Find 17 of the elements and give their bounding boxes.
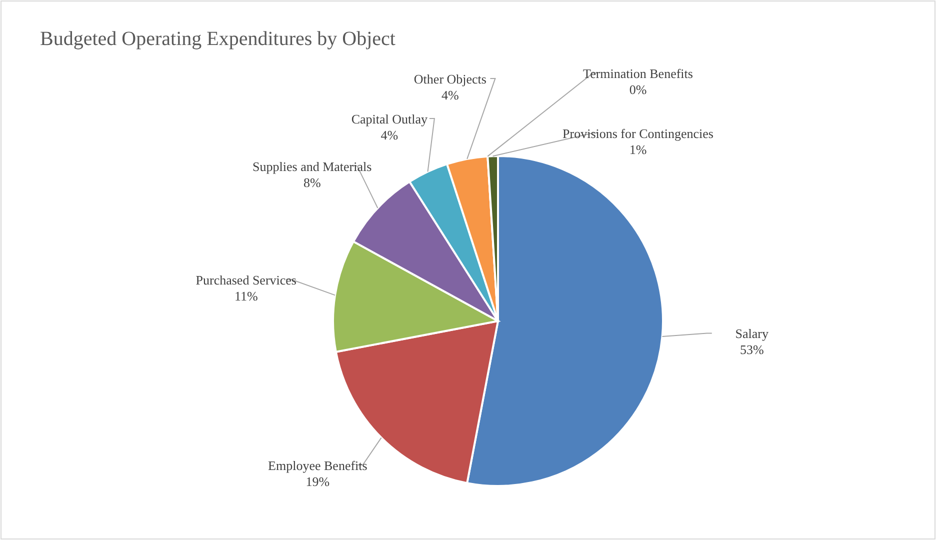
- data-label: 4%: [442, 87, 460, 102]
- slice-label: Employee Benefits: [268, 458, 368, 474]
- slice-label: Provisions for Contingencies: [562, 126, 714, 141]
- slice-label: Purchased Services: [196, 272, 296, 288]
- category-label: Termination Benefits: [583, 66, 693, 81]
- data-label: 53%: [740, 342, 764, 358]
- chart-title: Budgeted Operating Expenditures by Object: [40, 28, 396, 50]
- data-label: 1%: [629, 142, 647, 157]
- slice-label: Supplies and Materials: [252, 158, 372, 174]
- data-label: 11%: [234, 288, 258, 304]
- slice-label: Other Objects: [414, 71, 486, 86]
- data-label: 19%: [306, 474, 330, 490]
- data-label: 4%: [380, 127, 398, 142]
- slice-label: Salary: [735, 326, 769, 342]
- slice-label: Capital Outlay: [351, 111, 428, 126]
- text: 0%: [629, 82, 647, 97]
- data-label: 8%: [303, 174, 321, 190]
